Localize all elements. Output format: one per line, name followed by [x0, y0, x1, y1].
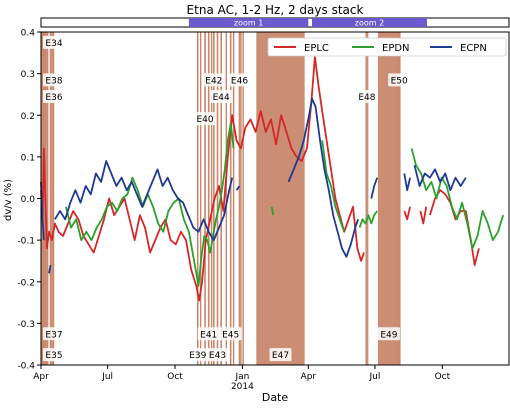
- event-label-box-e36: [43, 90, 65, 104]
- event-label-box-e46: [228, 73, 251, 87]
- event-label-box-e38: [43, 73, 65, 87]
- legend-box: [267, 37, 507, 57]
- event-labels: E34 E35 E36 E37 E38 E39 E40 E41 E42 E43 E44 E45 E46 E…: [43, 35, 411, 362]
- series-eplc-segment-3: [419, 206, 428, 225]
- event-label-box-e49: [377, 327, 400, 341]
- event-label-e35: E35: [45, 351, 62, 361]
- y-tick-label-2: -0.2: [17, 278, 35, 288]
- event-label-e39: E39: [189, 351, 206, 361]
- series-epdn-segment-1: [65, 122, 235, 287]
- event-label-box-e35: [43, 348, 65, 362]
- series-eplc-segment-1: [40, 56, 365, 302]
- event-label-box-e50: [388, 73, 411, 87]
- x-tick-label-1: Jul: [101, 372, 113, 382]
- event-bands: [256, 32, 401, 365]
- x-tick-label-3-line2: 2014: [231, 382, 254, 392]
- zoom-bar-2: [311, 18, 427, 27]
- chart-title: Etna AC, 1-2 Hz, 2 days stack: [187, 3, 364, 17]
- event-label-box-e41: [197, 327, 220, 341]
- y-tick-label-4: 0.0: [21, 195, 36, 205]
- zoom-bar-strip: zoom 1 zoom 2: [40, 17, 510, 28]
- series-lines: [40, 56, 504, 302]
- x-tick-label-6: Oct: [435, 372, 451, 382]
- y-tick-label-7: 0.3: [21, 70, 35, 80]
- series-ecpn-segment-7: [403, 173, 411, 192]
- y-axis-label: dv/v (%): [3, 179, 14, 221]
- event-label-box-e45: [219, 327, 242, 341]
- y-tick-label-3: -0.1: [17, 237, 35, 247]
- series-ecpn-segment-6: [370, 177, 379, 199]
- event-label-e36: E36: [45, 93, 62, 103]
- event-band-e50: [397, 32, 401, 365]
- event-label-e38: E38: [45, 76, 62, 86]
- event-label-e44: E44: [213, 93, 230, 103]
- y-axis: -0.4 -0.3 -0.2 -0.1 0.0 0.1 0.2 0.3 0.4: [17, 29, 41, 372]
- event-label-box-e48: [355, 90, 378, 104]
- event-label-e43: E43: [209, 351, 226, 361]
- event-label-box-e39: [186, 348, 209, 362]
- series-epdn-segment-3: [321, 140, 346, 233]
- legend-label-ecpn: ECPN: [460, 43, 487, 54]
- event-label-e34: E34: [45, 39, 62, 49]
- y-tick-label-6: 0.2: [21, 112, 35, 122]
- event-label-e50: E50: [391, 76, 408, 86]
- legend-label-eplc: EPLC: [304, 43, 329, 54]
- x-tick-label-2: Oct: [167, 372, 183, 382]
- event-band-e47: [256, 32, 305, 365]
- x-tick-label-3: Jan: [234, 372, 249, 382]
- event-label-box-e43: [206, 348, 229, 362]
- zoom-bar-label-2: zoom 2: [355, 19, 384, 28]
- event-label-e42: E42: [205, 76, 222, 86]
- event-label-box-e34: [43, 35, 65, 49]
- event-label-e45: E45: [222, 330, 239, 340]
- series-eplc-segment-4: [429, 189, 480, 267]
- series-eplc-segment-2: [403, 206, 411, 221]
- x-axis-label: Date: [262, 391, 289, 404]
- y-tick-label-5: 0.1: [21, 153, 35, 163]
- series-ecpn-segment-5: [287, 97, 359, 258]
- event-label-box-e37: [43, 327, 65, 341]
- series-ecpn-segment-4: [235, 185, 241, 191]
- legend-label-epdn: EPDN: [382, 43, 410, 54]
- event-label-box-e40: [194, 112, 217, 126]
- event-label-e47: E47: [272, 351, 289, 361]
- event-lines: [41, 32, 244, 365]
- x-tick-label-0: Apr: [33, 372, 49, 382]
- y-tick-label-1: -0.3: [17, 320, 35, 330]
- event-label-e37: E37: [45, 330, 62, 340]
- series-epdn-segment-4: [358, 210, 378, 228]
- series-ecpn-segment-8: [413, 164, 467, 192]
- series-epdn-segment-5: [410, 148, 504, 250]
- event-band-e48: [365, 32, 369, 365]
- event-label-box-e42: [202, 73, 225, 87]
- y-tick-label-8: 0.4: [21, 29, 36, 39]
- x-tick-label-5: Jul: [369, 372, 381, 382]
- zoom-bar-label-1: zoom 1: [234, 19, 263, 28]
- series-epdn-segment-2: [270, 206, 275, 216]
- x-tick-label-4: Apr: [301, 372, 317, 382]
- event-label-box-e47: [269, 348, 292, 362]
- event-label-e40: E40: [196, 115, 213, 125]
- event-label-e41: E41: [200, 330, 217, 340]
- y-tick-label-0: -0.4: [17, 362, 35, 372]
- series-ecpn-segment-2: [48, 264, 52, 274]
- event-label-e46: E46: [231, 76, 248, 86]
- series-ecpn-segment-3: [54, 160, 234, 242]
- event-label-e49: E49: [380, 330, 397, 340]
- event-label-box-e44: [210, 90, 233, 104]
- zoom-bar-1: [188, 18, 309, 27]
- event-band-e49: [377, 32, 400, 365]
- event-label-e48: E48: [358, 93, 375, 103]
- legend: EPLC EPDN ECPN: [267, 37, 507, 57]
